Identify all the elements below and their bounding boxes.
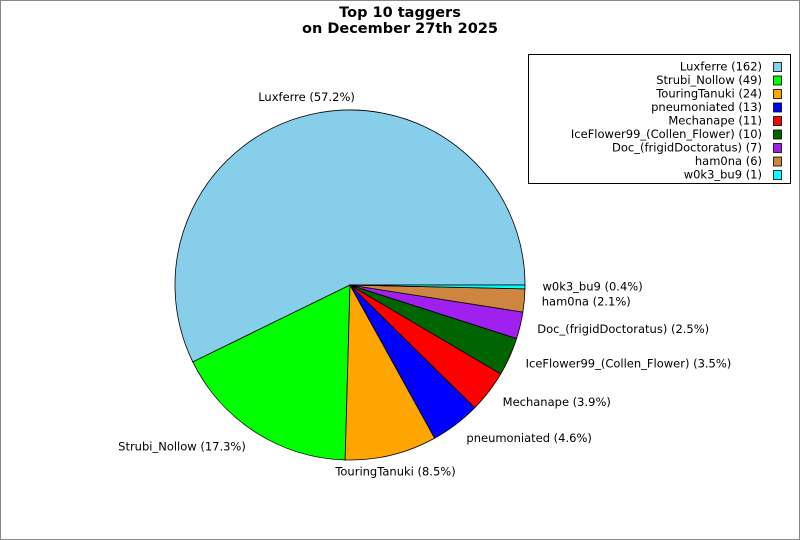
legend-swatch xyxy=(773,75,782,86)
legend-label: Doc_(frigidDoctoratus) (7) xyxy=(612,141,762,155)
slice-label: TouringTanuki (8.5%) xyxy=(334,465,455,479)
slice-label: ham0na (2.1%) xyxy=(542,295,631,309)
legend-label: Mechanape (11) xyxy=(668,114,762,128)
slice-label: pneumoniated (4.6%) xyxy=(466,431,591,445)
slice-label: Mechanape (3.9%) xyxy=(503,395,611,409)
pie-slice xyxy=(344,283,436,461)
legend-swatch xyxy=(773,62,782,72)
chart-title: Top 10 taggers xyxy=(339,5,461,21)
pie-slice xyxy=(192,284,351,461)
slice-label: Luxferre (57.2%) xyxy=(258,90,355,104)
legend-swatch xyxy=(773,143,782,153)
slice-label: Doc_(frigidDoctoratus) (2.5%) xyxy=(537,322,709,336)
legend-label: IceFlower99_(Collen_Flower) (10) xyxy=(571,127,762,141)
legend-swatch xyxy=(773,170,782,180)
legend-label: TouringTanuki (24) xyxy=(655,87,762,101)
slice-label: IceFlower99_(Collen_Flower) (3.5%) xyxy=(526,356,732,370)
legend-label: Luxferre (162) xyxy=(680,60,762,74)
legend-swatch xyxy=(773,102,782,113)
legend-label: w0k3_bu9 (1) xyxy=(684,168,762,182)
chart-title: on December 27th 2025 xyxy=(302,21,498,37)
legend-box xyxy=(528,54,791,184)
pie-slice xyxy=(174,109,526,363)
legend-swatch xyxy=(773,89,782,99)
slice-label: w0k3_bu9 (0.4%) xyxy=(542,280,642,294)
legend-swatch xyxy=(773,116,782,126)
legend-label: pneumoniated (13) xyxy=(651,100,762,114)
legend-swatch xyxy=(773,129,782,140)
legend-label: ham0na (6) xyxy=(695,154,762,168)
legend-label: Strubi_Nollow (49) xyxy=(656,73,762,87)
pie-slice xyxy=(349,284,526,290)
slice-label: Strubi_Nollow (17.3%) xyxy=(118,439,246,453)
legend-swatch xyxy=(773,156,782,167)
